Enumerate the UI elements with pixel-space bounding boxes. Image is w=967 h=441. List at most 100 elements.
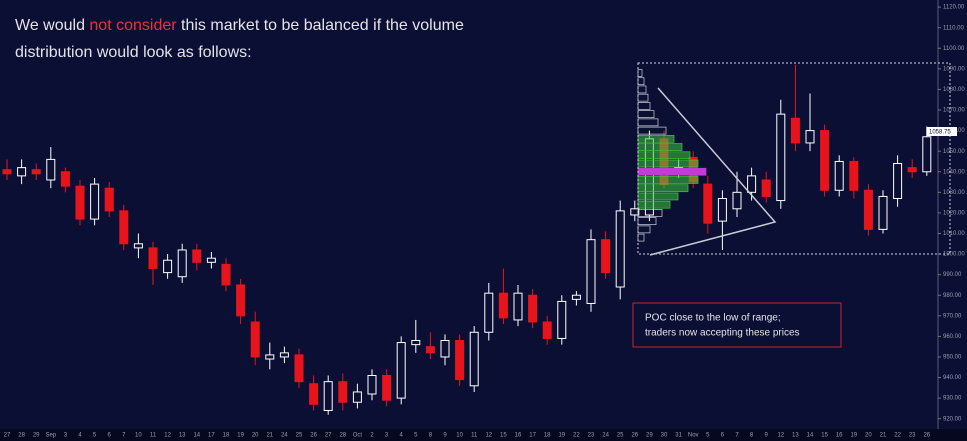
- y-tick-label: 1120.00: [943, 5, 965, 11]
- candle-body: [265, 354, 275, 360]
- y-tick-label: 1040.00: [943, 169, 965, 175]
- candle-body: [104, 187, 114, 212]
- x-tick-label: 26: [631, 433, 638, 439]
- y-tick-label: 1020.00: [943, 210, 965, 216]
- candle-body: [119, 210, 129, 245]
- volume-bar: [637, 134, 675, 143]
- y-tick-label: 940.00: [943, 375, 962, 381]
- y-tick-label: 920.00: [943, 416, 962, 422]
- x-tick-label: 5: [706, 433, 710, 439]
- x-tick-label: Nov: [688, 433, 699, 439]
- x-tick-label: 18: [544, 433, 551, 439]
- volume-bar: [637, 126, 667, 135]
- x-tick-label: 8: [429, 433, 433, 439]
- y-tick-label: 1000.00: [943, 252, 965, 258]
- candle-body: [133, 243, 143, 249]
- poc-bar: [637, 167, 707, 176]
- candle-body: [440, 340, 450, 358]
- x-tick-label: 9: [765, 433, 769, 439]
- candle-body: [352, 391, 362, 403]
- x-tick-label: 14: [807, 433, 814, 439]
- volume-bar: [637, 233, 645, 242]
- x-tick-label: 28: [339, 433, 346, 439]
- title-text: this market to be balanced if the volume: [177, 17, 464, 34]
- candle-body: [17, 167, 27, 177]
- y-tick-label: 1090.00: [943, 66, 965, 72]
- candle-body: [717, 198, 727, 222]
- x-tick-label: 22: [894, 433, 901, 439]
- candle-body: [601, 239, 611, 274]
- candle-body: [90, 183, 100, 220]
- x-tick-label: 13: [179, 433, 186, 439]
- x-tick-label: 4: [400, 433, 404, 439]
- x-tick-label: 11: [150, 433, 157, 439]
- candle-body: [192, 249, 202, 263]
- candle-body: [863, 189, 873, 230]
- volume-bar: [637, 118, 659, 127]
- y-tick-label: 960.00: [943, 334, 962, 340]
- last-price-box: [927, 127, 957, 136]
- candle-body: [396, 342, 406, 399]
- x-tick-label: 13: [792, 433, 799, 439]
- volume-bar: [637, 143, 683, 151]
- candle-body: [834, 160, 844, 191]
- x-tick-label: 31: [675, 433, 682, 439]
- candle-body: [776, 113, 786, 202]
- x-tick-label: 23: [909, 433, 916, 439]
- candle-body: [820, 130, 830, 191]
- title-text: We would: [15, 17, 89, 34]
- candle-body: [732, 191, 742, 210]
- x-tick-label: 21: [880, 433, 887, 439]
- x-tick-label: 19: [850, 433, 857, 439]
- x-tick-label: 27: [4, 433, 11, 439]
- x-tick-label: 7: [735, 433, 739, 439]
- x-tick-label: 17: [208, 433, 215, 439]
- candle-body: [323, 381, 333, 411]
- x-tick-label: 9: [443, 433, 447, 439]
- x-tick-label: 14: [193, 433, 200, 439]
- volume-bar: [637, 176, 699, 184]
- candle-body: [338, 381, 348, 403]
- x-axis-strip: [0, 429, 967, 441]
- candle-body: [455, 340, 465, 381]
- volume-bar: [637, 159, 699, 168]
- x-tick-label: 16: [836, 433, 843, 439]
- x-tick-label: 10: [135, 433, 142, 439]
- candle-body: [221, 263, 231, 286]
- x-tick-label: 20: [252, 433, 259, 439]
- x-tick-label: 23: [588, 433, 595, 439]
- volume-bar: [637, 102, 651, 110]
- y-tick-label: 1030.00: [943, 190, 965, 196]
- x-tick-label: 3: [385, 433, 389, 439]
- x-tick-label: 28: [18, 433, 25, 439]
- x-tick-label: 21: [266, 433, 273, 439]
- candle-body: [236, 284, 246, 317]
- y-tick-label: 930.00: [943, 396, 962, 402]
- x-tick-label: 12: [485, 433, 492, 439]
- candle-body: [528, 294, 538, 323]
- x-tick-label: 17: [529, 433, 536, 439]
- y-tick-label: 1080.00: [943, 87, 965, 93]
- x-tick-label: 2: [370, 433, 374, 439]
- x-tick-label: 20: [865, 433, 872, 439]
- x-tick-label: 24: [602, 433, 609, 439]
- x-tick-label: 19: [237, 433, 244, 439]
- x-tick-label: 24: [281, 433, 288, 439]
- y-tick-label: 1110.00: [943, 25, 964, 31]
- candle-body: [761, 179, 771, 197]
- volume-bar: [637, 217, 657, 225]
- candle-body: [60, 171, 70, 187]
- x-tick-label: 26: [310, 433, 317, 439]
- candle-body: [382, 374, 392, 401]
- volume-bar: [637, 192, 679, 201]
- candle-body: [922, 136, 932, 173]
- title-line-1: We would not consider this market to be …: [15, 17, 464, 34]
- x-tick-label: 12: [777, 433, 784, 439]
- title-emphasis: not consider: [89, 17, 177, 34]
- candle-body: [849, 160, 859, 191]
- x-tick-label: 15: [821, 433, 828, 439]
- triangle-outline: [649, 87, 777, 256]
- candle-body: [148, 247, 158, 269]
